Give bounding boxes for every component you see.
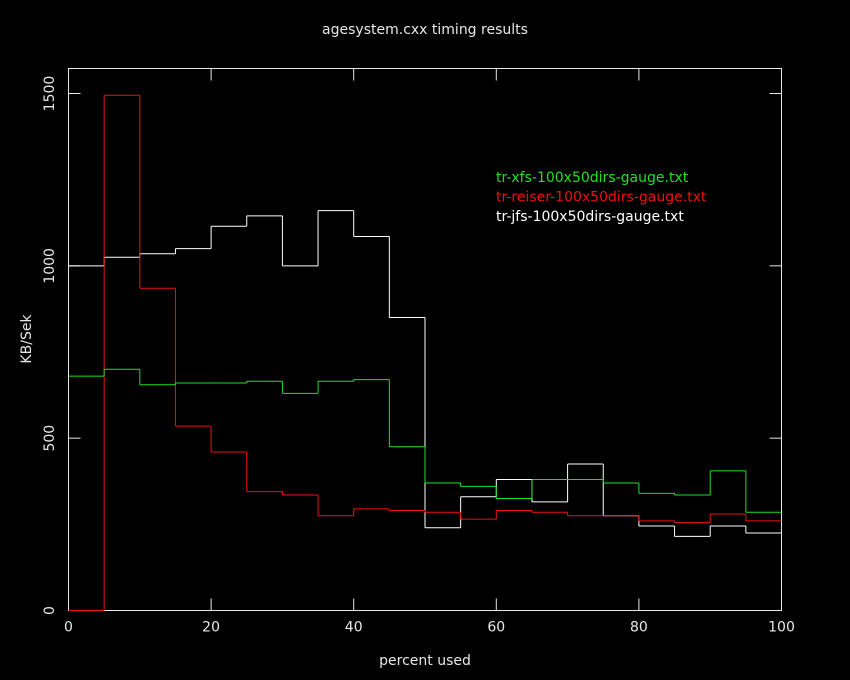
x-tick-label: 40 bbox=[345, 620, 363, 636]
chart-title: agesystem.cxx timing results bbox=[322, 22, 528, 38]
x-tick-label: 20 bbox=[202, 620, 220, 636]
y-axis-label: KB/Sek bbox=[19, 314, 35, 364]
plot-frame bbox=[68, 68, 782, 611]
y-tick-label: 0 bbox=[42, 606, 58, 615]
x-tick-label: 100 bbox=[768, 620, 795, 636]
y-tick-label: 1500 bbox=[42, 76, 58, 112]
x-tick-label: 80 bbox=[630, 620, 648, 636]
x-tick-label: 0 bbox=[64, 620, 73, 636]
legend-entry: tr-xfs-100x50dirs-gauge.txt bbox=[496, 170, 689, 186]
x-axis-label: percent used bbox=[379, 653, 471, 669]
y-tick-label: 500 bbox=[42, 425, 58, 452]
legend-entry: tr-jfs-100x50dirs-gauge.txt bbox=[496, 209, 684, 225]
x-tick-label: 60 bbox=[487, 620, 505, 636]
legend-entry: tr-reiser-100x50dirs-gauge.txt bbox=[496, 190, 707, 206]
y-tick-label: 1000 bbox=[42, 248, 58, 284]
